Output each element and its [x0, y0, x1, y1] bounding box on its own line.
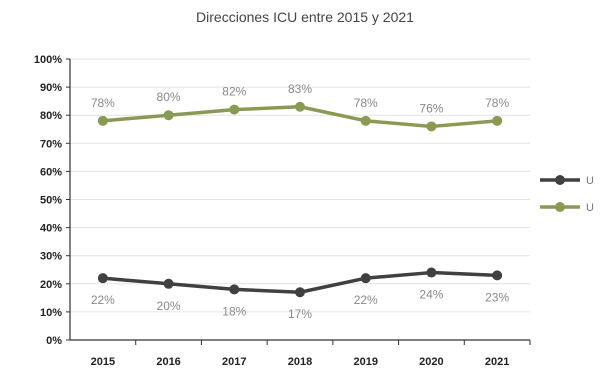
data-label-green: 82% — [222, 85, 246, 99]
data-point-green — [426, 121, 436, 131]
data-point-dark — [295, 287, 305, 297]
data-label-dark: 23% — [485, 290, 509, 304]
legend-marker-green — [555, 202, 565, 212]
data-point-green — [361, 116, 371, 126]
data-point-dark — [361, 273, 371, 283]
data-label-dark: 24% — [419, 288, 443, 302]
x-tick-label: 2021 — [485, 356, 509, 368]
data-point-dark — [164, 279, 174, 289]
y-axis-ticks: 0% 10% 20% 30% 40% 50% 60% 70% 80% 90% 100% — [34, 54, 62, 347]
data-label-dark: 22% — [354, 293, 378, 307]
data-point-green — [229, 105, 239, 115]
data-label-dark: 20% — [157, 299, 181, 313]
legend-marker-dark — [555, 175, 565, 185]
y-tick-label: 10% — [40, 307, 62, 319]
x-tick-label: 2018 — [288, 356, 312, 368]
x-tick-label: 2015 — [91, 356, 115, 368]
data-label-dark: 17% — [288, 307, 312, 321]
axes — [66, 59, 530, 345]
x-tick-label: 2019 — [353, 356, 377, 368]
y-tick-label: 100% — [34, 54, 62, 66]
data-label-green: 78% — [485, 96, 509, 110]
data-label-green: 76% — [419, 101, 443, 115]
data-point-green — [492, 116, 502, 126]
y-tick-label: 50% — [40, 195, 62, 207]
data-point-green — [164, 110, 174, 120]
data-point-dark — [229, 284, 239, 294]
y-tick-label: 70% — [40, 138, 62, 150]
data-label-green: 78% — [354, 96, 378, 110]
y-tick-label: 20% — [40, 279, 62, 291]
x-tick-label: 2017 — [222, 356, 246, 368]
legend-label-dark: U — [586, 175, 594, 187]
y-tick-label: 80% — [40, 110, 62, 122]
legend-label-green: U — [586, 202, 594, 214]
data-label-green: 83% — [288, 82, 312, 96]
y-tick-label: 0% — [46, 335, 62, 347]
y-tick-label: 60% — [40, 166, 62, 178]
legend: UU — [540, 175, 594, 214]
data-point-dark — [426, 268, 436, 278]
data-point-dark — [98, 273, 108, 283]
y-tick-label: 40% — [40, 223, 62, 235]
x-tick-label: 2016 — [156, 356, 180, 368]
x-tick-label: 2020 — [419, 356, 443, 368]
data-label-dark: 22% — [91, 293, 115, 307]
chart-title: Direcciones ICU entre 2015 y 2021 — [196, 9, 414, 25]
data-point-green — [295, 102, 305, 112]
y-tick-label: 30% — [40, 251, 62, 263]
data-point-green — [98, 116, 108, 126]
y-tick-label: 90% — [40, 82, 62, 94]
data-label-green: 80% — [157, 90, 181, 104]
data-label-dark: 18% — [222, 304, 246, 318]
data-point-dark — [492, 270, 502, 280]
data-label-green: 78% — [91, 96, 115, 110]
x-axis-ticks: 2015 2016 2017 2018 2019 2020 2021 — [91, 356, 510, 368]
